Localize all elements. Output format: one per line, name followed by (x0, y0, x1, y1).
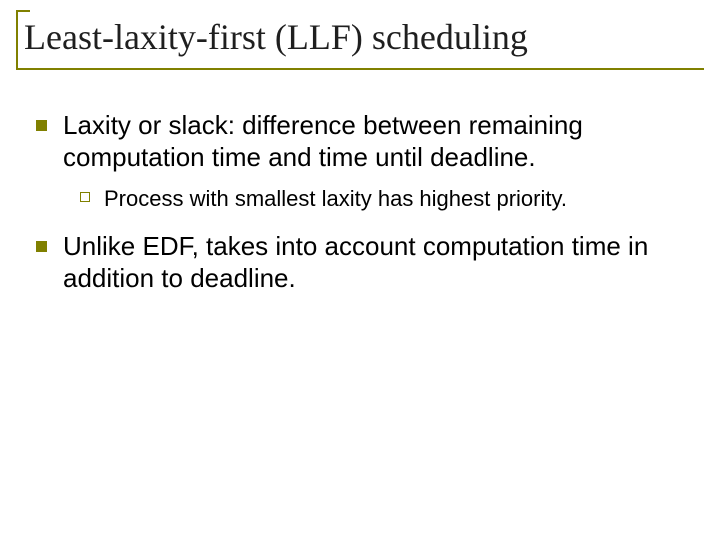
bullet-marker-filled-icon (36, 120, 47, 131)
bullet-marker-filled-icon (36, 241, 47, 252)
notch-top-segment (16, 10, 30, 12)
bullet-item: Unlike EDF, takes into account computati… (36, 231, 686, 294)
bullet-marker-hollow-icon (80, 192, 90, 202)
slide: Least-laxity-first (LLF) scheduling Laxi… (0, 0, 720, 540)
notch-left-segment (16, 10, 18, 70)
bullet-subtext: Process with smallest laxity has highest… (104, 185, 567, 213)
slide-body: Laxity or slack: difference between rema… (36, 110, 686, 304)
title-frame: Least-laxity-first (LLF) scheduling (16, 10, 704, 70)
slide-title: Least-laxity-first (LLF) scheduling (24, 16, 528, 58)
bullet-item: Laxity or slack: difference between rema… (36, 110, 686, 173)
bullet-subitem: Process with smallest laxity has highest… (80, 185, 686, 213)
notch-bottom-segment (16, 68, 704, 70)
bullet-text: Unlike EDF, takes into account computati… (63, 231, 686, 294)
bullet-text: Laxity or slack: difference between rema… (63, 110, 686, 173)
